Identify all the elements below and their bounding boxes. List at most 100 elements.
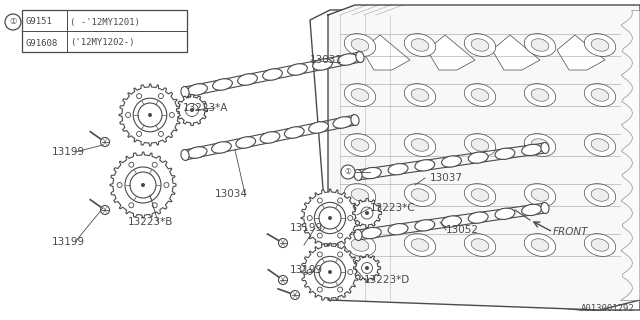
Circle shape	[136, 132, 141, 136]
Ellipse shape	[524, 133, 556, 156]
Circle shape	[307, 269, 312, 275]
Circle shape	[170, 113, 174, 117]
Circle shape	[338, 233, 342, 238]
Circle shape	[125, 113, 131, 117]
Circle shape	[129, 203, 134, 208]
Text: ①: ①	[9, 18, 17, 27]
Circle shape	[348, 215, 353, 220]
Ellipse shape	[362, 228, 381, 239]
Text: 13034: 13034	[215, 189, 248, 199]
Text: 13223*D: 13223*D	[364, 275, 410, 285]
FancyBboxPatch shape	[22, 10, 187, 52]
Ellipse shape	[362, 167, 381, 179]
Ellipse shape	[584, 84, 616, 107]
Ellipse shape	[591, 39, 609, 51]
Ellipse shape	[468, 152, 488, 163]
Circle shape	[319, 261, 341, 283]
Ellipse shape	[464, 34, 496, 56]
Ellipse shape	[591, 89, 609, 101]
Circle shape	[361, 207, 373, 219]
Ellipse shape	[464, 133, 496, 156]
Ellipse shape	[351, 39, 369, 51]
Circle shape	[338, 198, 342, 203]
Ellipse shape	[524, 234, 556, 256]
Text: 13199: 13199	[52, 237, 85, 247]
Ellipse shape	[411, 189, 429, 201]
Ellipse shape	[351, 139, 369, 151]
Ellipse shape	[344, 234, 376, 256]
Text: ('12MY1202-): ('12MY1202-)	[70, 38, 134, 47]
Ellipse shape	[411, 89, 429, 101]
Ellipse shape	[468, 212, 488, 223]
Text: 13199: 13199	[290, 265, 323, 275]
Ellipse shape	[471, 239, 489, 251]
Ellipse shape	[591, 139, 609, 151]
Ellipse shape	[531, 89, 549, 101]
Circle shape	[291, 291, 300, 300]
Circle shape	[100, 205, 109, 214]
Ellipse shape	[388, 224, 408, 235]
Ellipse shape	[344, 133, 376, 156]
Circle shape	[5, 14, 21, 30]
Ellipse shape	[354, 229, 362, 240]
Text: 13031: 13031	[310, 55, 343, 65]
Ellipse shape	[584, 133, 616, 156]
Circle shape	[317, 287, 323, 292]
Ellipse shape	[584, 234, 616, 256]
Circle shape	[164, 182, 169, 188]
Circle shape	[365, 266, 369, 270]
Text: 13223*B: 13223*B	[128, 217, 173, 227]
Polygon shape	[119, 84, 181, 146]
Ellipse shape	[181, 149, 189, 160]
Ellipse shape	[262, 69, 282, 80]
Ellipse shape	[212, 79, 232, 90]
Ellipse shape	[524, 184, 556, 206]
Circle shape	[348, 269, 353, 275]
Ellipse shape	[531, 139, 549, 151]
Polygon shape	[301, 189, 359, 247]
Ellipse shape	[344, 84, 376, 107]
Ellipse shape	[308, 122, 328, 133]
Text: 13037: 13037	[430, 173, 463, 183]
Ellipse shape	[333, 117, 353, 128]
Ellipse shape	[495, 148, 515, 159]
Ellipse shape	[531, 189, 549, 201]
Circle shape	[317, 233, 323, 238]
Ellipse shape	[344, 184, 376, 206]
Text: A013001292: A013001292	[581, 304, 635, 313]
Ellipse shape	[351, 115, 359, 125]
Polygon shape	[328, 5, 640, 310]
Ellipse shape	[464, 184, 496, 206]
Circle shape	[138, 103, 162, 127]
Ellipse shape	[411, 39, 429, 51]
Text: 13223*C: 13223*C	[370, 203, 415, 213]
Ellipse shape	[354, 170, 362, 180]
Ellipse shape	[442, 156, 461, 167]
Text: 13199: 13199	[290, 223, 323, 233]
Ellipse shape	[471, 139, 489, 151]
Ellipse shape	[442, 216, 461, 227]
Circle shape	[338, 287, 342, 292]
Circle shape	[362, 262, 372, 274]
Ellipse shape	[188, 147, 207, 158]
Text: 13223*A: 13223*A	[183, 103, 228, 113]
Circle shape	[152, 203, 157, 208]
Ellipse shape	[338, 54, 357, 65]
Polygon shape	[362, 35, 410, 70]
Ellipse shape	[591, 189, 609, 201]
Circle shape	[278, 276, 287, 284]
Ellipse shape	[524, 34, 556, 56]
Ellipse shape	[351, 189, 369, 201]
Ellipse shape	[584, 34, 616, 56]
Ellipse shape	[404, 84, 436, 107]
Ellipse shape	[404, 234, 436, 256]
Ellipse shape	[541, 203, 549, 213]
Polygon shape	[427, 35, 475, 70]
Ellipse shape	[415, 160, 435, 171]
Ellipse shape	[522, 204, 541, 216]
Circle shape	[317, 198, 323, 203]
Circle shape	[159, 132, 163, 136]
Ellipse shape	[212, 142, 231, 153]
Circle shape	[141, 183, 145, 187]
Polygon shape	[177, 94, 207, 125]
